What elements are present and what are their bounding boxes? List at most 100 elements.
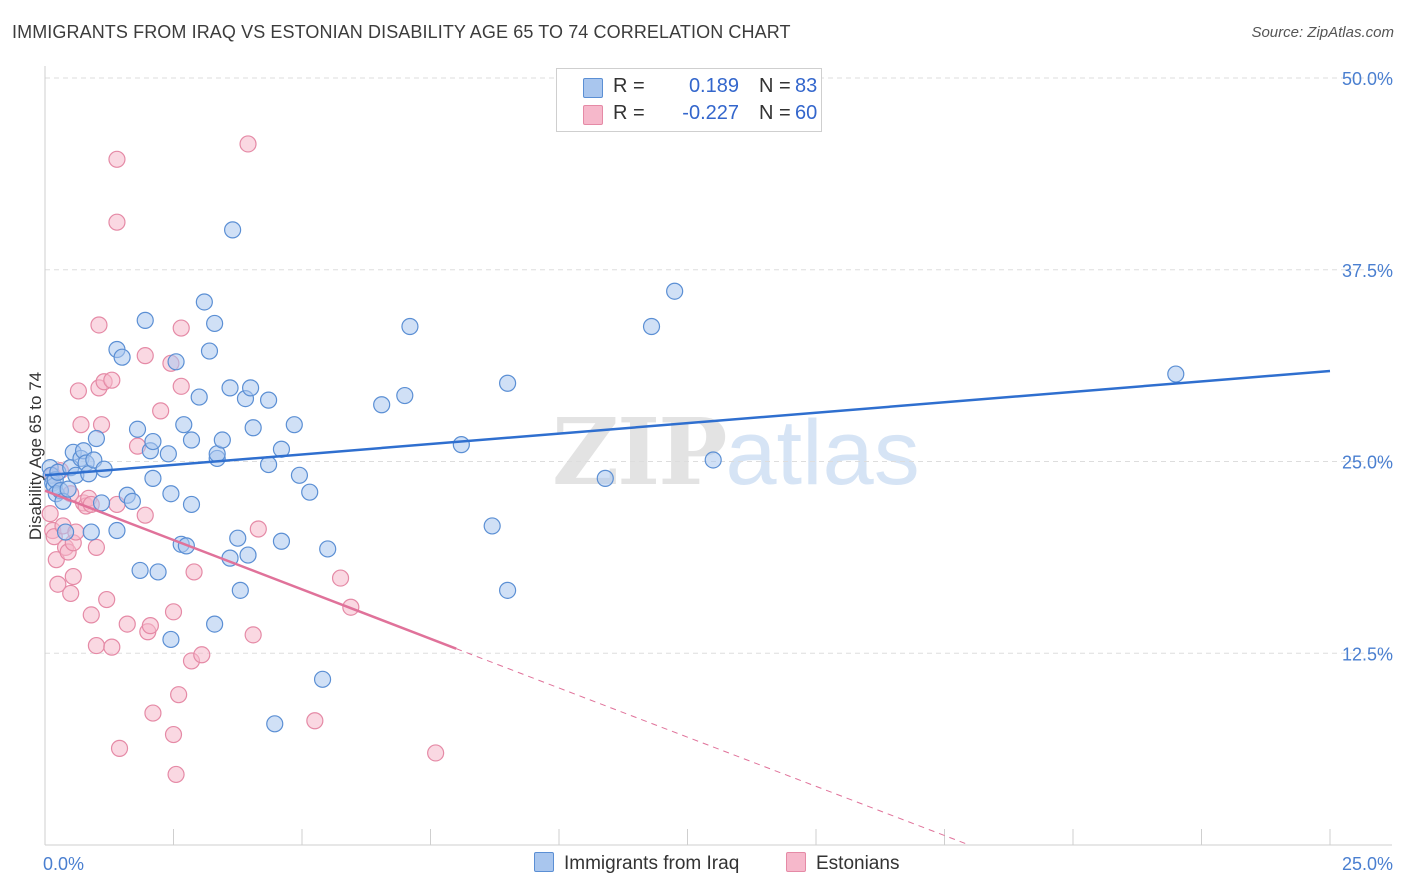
iraq-point xyxy=(666,282,684,300)
iraq-point xyxy=(452,436,470,454)
estonians-point xyxy=(69,382,88,400)
estonians-point xyxy=(172,319,190,337)
iraq-point xyxy=(242,379,260,397)
estonians-point xyxy=(185,563,203,581)
iraq-point xyxy=(213,431,231,449)
estonians-point xyxy=(141,617,159,635)
iraq-point xyxy=(162,485,180,503)
y-tick-label: 37.5% xyxy=(1342,261,1393,281)
iraq-point xyxy=(149,563,167,581)
estonians-point xyxy=(103,638,121,656)
y-tick-label: 12.5% xyxy=(1342,644,1393,664)
iraq-point xyxy=(108,521,126,540)
estonians-point xyxy=(82,606,100,624)
estonians-point xyxy=(118,615,136,633)
source-credit: Source: ZipAtlas.com xyxy=(1251,24,1394,41)
bottom-legend-label: Immigrants from Iraq xyxy=(564,853,740,874)
estonians-point xyxy=(331,569,350,587)
estonians-point xyxy=(427,744,445,762)
iraq-point xyxy=(195,293,213,311)
iraq-point xyxy=(224,221,242,239)
iraq-point xyxy=(123,492,141,510)
iraq-point xyxy=(290,466,309,484)
iraq-point xyxy=(221,379,239,397)
y-tick-label: 25.0% xyxy=(1342,453,1393,473)
legend-n-label: N = xyxy=(759,102,791,124)
bottom-legend-estonians[interactable]: Estonians xyxy=(786,852,899,875)
legend-swatch-estonians xyxy=(583,105,603,125)
estonians-point xyxy=(306,712,324,730)
iraq-point xyxy=(59,480,77,498)
iraq-point xyxy=(82,523,100,541)
estonians-point xyxy=(49,575,67,593)
estonians-point xyxy=(110,739,129,757)
estonians-point xyxy=(64,567,82,586)
axes xyxy=(44,66,1392,846)
iraq-point xyxy=(144,469,162,487)
y-tick-label: 50.0% xyxy=(1342,69,1393,89)
estonians-points xyxy=(41,135,445,784)
legend-n-value: 83 xyxy=(795,75,818,97)
iraq-trend-line xyxy=(44,369,1331,477)
x-tick-label: 25.0% xyxy=(1342,854,1393,874)
estonians-point xyxy=(164,603,183,621)
iraq-point xyxy=(162,630,180,649)
legend-swatch-iraq xyxy=(583,78,603,98)
iraq-point xyxy=(499,374,517,392)
estonians-point xyxy=(87,538,106,557)
estonians-trend-line xyxy=(44,489,457,650)
iraq-point xyxy=(704,451,722,469)
iraq-point xyxy=(159,445,177,463)
iraq-point xyxy=(259,391,278,409)
legend-r-value: 0.189 xyxy=(688,75,739,97)
y-axis-label: Disability Age 65 to 74 xyxy=(26,371,45,541)
estonians-point xyxy=(193,646,211,664)
legend-r-value: -0.227 xyxy=(682,102,739,124)
iraq-point xyxy=(182,431,201,449)
iraq-point xyxy=(499,581,517,599)
iraq-point xyxy=(190,388,208,406)
watermark-zip: ZIP xyxy=(552,398,727,506)
bottom-legend-iraq[interactable]: Immigrants from Iraq xyxy=(534,852,739,875)
estonians-point xyxy=(98,590,116,609)
trend-lines xyxy=(44,369,1331,846)
estonians-point xyxy=(164,725,183,744)
legend-r-label: R = xyxy=(613,75,645,97)
iraq-point xyxy=(175,416,193,434)
iraq-point xyxy=(596,469,614,487)
iraq-point xyxy=(319,540,337,558)
estonians-point xyxy=(172,377,190,395)
iraq-point xyxy=(229,529,247,547)
estonians-trend-extension xyxy=(456,648,970,846)
iraq-point xyxy=(128,420,147,438)
iraq-point xyxy=(144,432,162,451)
legend-r-label: R = xyxy=(613,102,645,124)
iraq-points xyxy=(41,221,1185,733)
iraq-point xyxy=(92,494,111,512)
iraq-point xyxy=(200,342,219,360)
estonians-point xyxy=(136,347,154,365)
iraq-point xyxy=(231,581,249,599)
iraq-point xyxy=(206,615,224,633)
iraq-point xyxy=(239,546,257,564)
legend-n-value: 60 xyxy=(795,102,818,124)
estonians-point xyxy=(144,704,162,722)
iraq-point xyxy=(87,429,106,448)
estonians-point xyxy=(103,371,121,389)
correlation-legend: R = 0.189 N = 83 R = -0.227 N = 60 xyxy=(556,68,822,132)
iraq-point xyxy=(206,314,224,333)
iraq-point xyxy=(313,670,332,688)
estonians-point xyxy=(152,402,170,420)
watermark-atlas: atlas xyxy=(725,402,920,504)
iraq-point xyxy=(642,317,661,336)
iraq-point xyxy=(285,416,303,434)
estonians-point xyxy=(72,416,90,434)
iraq-point xyxy=(373,396,391,414)
iraq-point xyxy=(483,517,501,535)
iraq-point xyxy=(244,419,262,437)
iraq-point xyxy=(56,523,75,541)
legend-swatch-estonians xyxy=(786,852,806,872)
iraq-point xyxy=(401,317,419,336)
estonians-point xyxy=(239,135,257,153)
